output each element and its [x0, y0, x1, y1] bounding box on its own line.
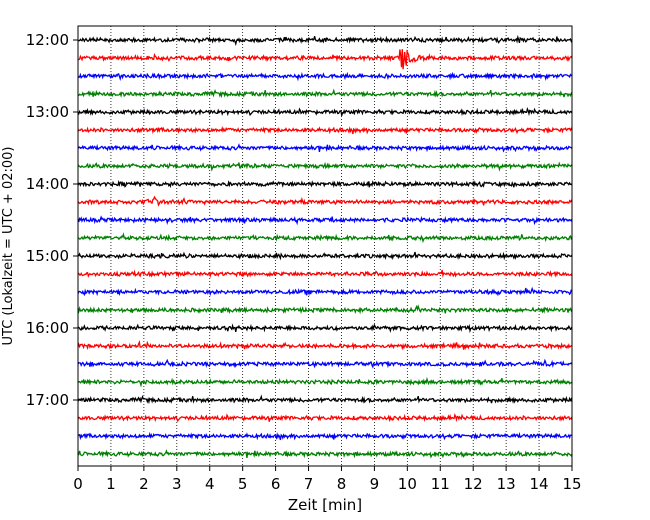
- y-tick-label: 12:00: [26, 31, 69, 49]
- plot-frame: [77, 25, 573, 467]
- trace-line: [77, 215, 573, 226]
- x-tick-label: 2: [139, 475, 149, 493]
- x-tick-label: 3: [172, 475, 182, 493]
- trace-line: [77, 34, 573, 47]
- trace-line: [77, 106, 573, 117]
- trace-line: [77, 431, 573, 441]
- trace-line: [77, 412, 573, 423]
- trace-line: [77, 286, 573, 297]
- trace-line: [77, 323, 573, 334]
- trace-line: [77, 269, 573, 279]
- x-tick-label: 5: [238, 475, 248, 493]
- trace-line: [77, 251, 573, 261]
- grid-lines: [110, 26, 540, 466]
- x-tick-label: 8: [337, 475, 347, 493]
- y-tick-label: 14:00: [26, 175, 69, 193]
- trace-line: [77, 304, 573, 315]
- y-tick-label: 13:00: [26, 103, 69, 121]
- x-tick-label: 13: [497, 475, 516, 493]
- x-tick-label: 0: [73, 475, 83, 493]
- trace-line: [77, 376, 573, 388]
- trace-line: [77, 161, 573, 172]
- x-axis-label: Zeit [min]: [288, 496, 362, 514]
- trace-line: [77, 49, 573, 70]
- x-ticks: 0 1 2 3 4 5 6 7 8 9 10 11 12 13 14 15: [73, 466, 582, 493]
- x-tick-label: 15: [562, 475, 581, 493]
- y-tick-label: 15:00: [26, 247, 69, 265]
- trace-line: [77, 394, 573, 405]
- trace-line: [77, 88, 573, 99]
- x-tick-label: 4: [205, 475, 215, 493]
- trace-line: [77, 195, 573, 207]
- y-ticks: 12:00 13:00 14:00 15:00 16:00 17:00: [26, 31, 78, 409]
- x-tick-label: 11: [431, 475, 450, 493]
- trace-line: [77, 232, 573, 244]
- x-tick-label: 7: [304, 475, 314, 493]
- x-tick-label: 9: [370, 475, 380, 493]
- x-tick-label: 1: [106, 475, 116, 493]
- trace-line: [77, 179, 573, 189]
- trace-layer: [77, 34, 573, 459]
- x-tick-label: 14: [530, 475, 549, 493]
- y-tick-label: 17:00: [26, 391, 69, 409]
- trace-line: [77, 449, 573, 459]
- trace-line: [77, 125, 573, 135]
- trace-line: [77, 358, 573, 369]
- y-tick-label: 16:00: [26, 319, 69, 337]
- trace-line: [77, 71, 573, 82]
- x-tick-label: 10: [398, 475, 417, 493]
- x-tick-label: 6: [271, 475, 281, 493]
- trace-line: [77, 143, 573, 153]
- y-axis-label: UTC (Lokalzeit = UTC + 02:00): [1, 147, 16, 346]
- x-tick-label: 12: [464, 475, 483, 493]
- trace-line: [77, 339, 573, 351]
